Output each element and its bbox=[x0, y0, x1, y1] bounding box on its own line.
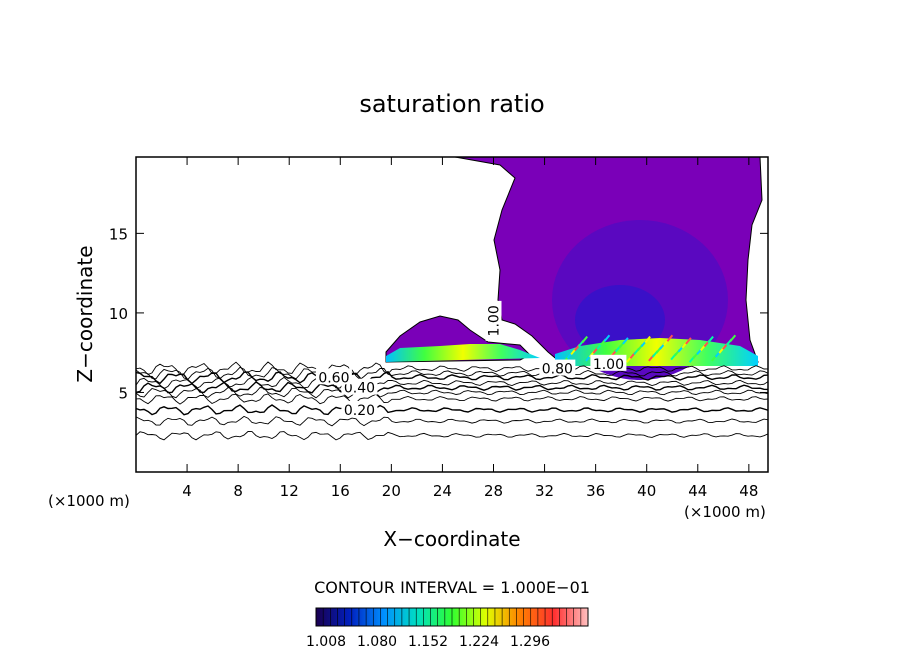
colorbar-ticks: 1.008 1.080 1.152 1.224 1.296 bbox=[306, 608, 589, 650]
contour-label-bg bbox=[315, 368, 352, 385]
x-tick-label: 16 bbox=[331, 482, 350, 500]
x-tick-label: 40 bbox=[637, 482, 656, 500]
x-tick-label: 4 bbox=[182, 482, 192, 500]
contour-line bbox=[136, 376, 768, 390]
contour-label-bg bbox=[485, 300, 502, 341]
x-tick-label: 20 bbox=[382, 482, 401, 500]
contour-line bbox=[136, 381, 768, 395]
contour-label: 0.60 bbox=[318, 370, 349, 386]
contour-label-bg bbox=[341, 400, 378, 417]
contour-label: 1.00 bbox=[486, 305, 502, 336]
streak bbox=[729, 334, 737, 342]
x-unit-label-left: (×1000 m) bbox=[48, 492, 130, 510]
contour-line bbox=[136, 361, 768, 376]
x-tick-label: 28 bbox=[484, 482, 503, 500]
supersaturation-core-inner bbox=[575, 285, 665, 355]
streak bbox=[685, 337, 692, 345]
contour-line bbox=[136, 431, 768, 441]
x-tick-label: 8 bbox=[233, 482, 243, 500]
streak bbox=[622, 337, 629, 345]
colorbar-tick-label: 1.080 bbox=[357, 634, 397, 650]
y-tick-label: 15 bbox=[109, 225, 128, 243]
x-tick-label: 44 bbox=[688, 482, 707, 500]
streak bbox=[581, 335, 588, 344]
y-axis-label: Z−coordinate bbox=[73, 245, 97, 382]
contour-lines bbox=[136, 361, 768, 441]
contour-label: 0.80 bbox=[542, 362, 573, 378]
contour-label: 0.20 bbox=[344, 403, 375, 419]
y-tick-label: 5 bbox=[118, 384, 128, 402]
plot-frame bbox=[135, 156, 769, 473]
contour-line bbox=[136, 387, 768, 399]
contour-labels: 0.20 0.400.60 0.80 1.00 1.00 bbox=[315, 300, 627, 419]
colorbar-tick-label: 1.008 bbox=[306, 634, 346, 650]
streak bbox=[603, 334, 611, 342]
streak-features bbox=[562, 334, 737, 363]
contour-line bbox=[136, 415, 768, 427]
streak bbox=[707, 335, 714, 344]
y-axis: 5 10 15 bbox=[109, 225, 768, 402]
x-unit-label-right: (×1000 m) bbox=[684, 503, 766, 521]
plot-area bbox=[136, 157, 768, 441]
chart-title: saturation ratio bbox=[359, 90, 544, 118]
colorbar-tick-label: 1.152 bbox=[408, 634, 448, 650]
colorbar-tick-label: 1.224 bbox=[459, 634, 499, 650]
contour-interval-text: CONTOUR INTERVAL = 1.000E−01 bbox=[314, 578, 590, 597]
x-tick-label: 12 bbox=[280, 482, 299, 500]
x-axis: 4 8 12 16 20 24 28 32 36 40 44 48 bbox=[182, 157, 758, 500]
x-tick-label: 32 bbox=[535, 482, 554, 500]
contour-label: 1.00 bbox=[593, 357, 624, 373]
streak bbox=[666, 334, 674, 342]
contour-label-bg bbox=[590, 354, 627, 371]
high-value-band-left bbox=[386, 344, 540, 362]
x-tick-label: 24 bbox=[433, 482, 452, 500]
y-tick-label: 10 bbox=[109, 305, 128, 323]
x-tick-label: 36 bbox=[586, 482, 605, 500]
streak bbox=[644, 335, 651, 344]
contour-line bbox=[136, 404, 768, 416]
contour-label-bg bbox=[539, 359, 576, 376]
contour-line bbox=[136, 393, 768, 405]
contour-label: 0.40 bbox=[344, 381, 375, 397]
x-axis-label: X−coordinate bbox=[383, 527, 520, 551]
contour-line bbox=[136, 370, 768, 385]
x-tick-label: 48 bbox=[739, 482, 758, 500]
colorbar-tick-label: 1.296 bbox=[510, 634, 550, 650]
